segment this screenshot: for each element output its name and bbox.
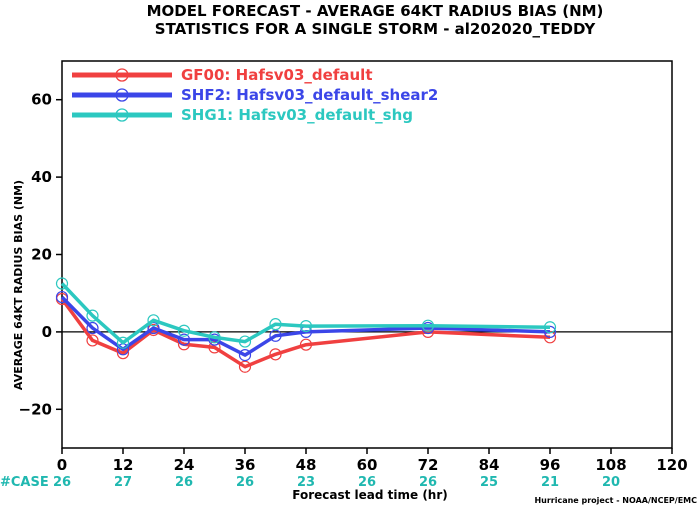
case-count: 20 [602, 475, 620, 490]
case-counts: #CASE 26 27 26 26 23 26 26 25 21 20 [0, 475, 620, 490]
data-point [238, 335, 252, 348]
data-point [86, 321, 99, 335]
case-count: 26 [175, 475, 193, 490]
legend-label: SHF2: Hafsv03_default_shear2 [181, 86, 438, 104]
chart-title: MODEL FORECAST - AVERAGE 64KT RADIUS BIA… [147, 2, 604, 20]
case-count: 26 [236, 475, 254, 490]
x-tick-label: 72 [418, 456, 439, 474]
y-tick-label: 60 [31, 91, 52, 109]
x-axis-label: Forecast lead time (hr) [292, 488, 448, 502]
case-count: 27 [114, 475, 132, 490]
legend: GF00: Hafsv03_default SHF2: Hafsv03_defau… [72, 66, 438, 124]
x-tick-label: 36 [235, 456, 256, 474]
series-line-1 [60, 297, 551, 369]
x-axis-ticks: 0 12 24 36 48 60 72 84 96 108 120 [57, 448, 688, 474]
x-tick-label: 96 [540, 456, 561, 474]
x-tick-label: 0 [57, 456, 67, 474]
y-tick-label: 20 [31, 246, 52, 264]
x-tick-label: 120 [656, 456, 687, 474]
data-point [177, 324, 191, 337]
x-tick-label: 60 [357, 456, 378, 474]
x-tick-label: 48 [296, 456, 317, 474]
case-count: 21 [541, 475, 559, 490]
data-point [543, 321, 557, 334]
case-count: 25 [480, 475, 498, 490]
y-tick-label: 0 [42, 323, 52, 341]
data-point [299, 319, 313, 333]
case-count: 23 [297, 475, 315, 490]
legend-marker [115, 108, 129, 122]
data-point [208, 341, 221, 354]
y-tick-label: −20 [19, 400, 52, 418]
case-count: 26 [53, 475, 71, 490]
data-point [116, 336, 130, 349]
data-point [55, 290, 69, 304]
data-point [86, 334, 99, 347]
x-tick-label: 24 [174, 456, 195, 474]
case-count: 26 [358, 475, 376, 490]
x-tick-label: 108 [595, 456, 626, 474]
data-point [147, 321, 160, 335]
credit-text: Hurricane project - NOAA/NCEP/EMC [534, 496, 697, 505]
x-tick-label: 12 [113, 456, 134, 474]
y-axis-label: AVERAGE 64KT RADIUS BIAS (NM) [12, 180, 25, 390]
series-layer [55, 277, 557, 373]
case-label: #CASE [0, 475, 49, 490]
data-point [421, 319, 435, 332]
legend-marker [115, 68, 129, 82]
data-point [147, 314, 160, 327]
chart-subtitle: STATISTICS FOR A SINGLE STORM - al202020… [155, 20, 597, 38]
legend-label: SHG1: Hafsv03_default_shg [181, 106, 413, 124]
data-point [269, 348, 282, 361]
data-point [208, 331, 221, 344]
y-axis-ticks: −20 0 20 40 60 [19, 91, 62, 418]
data-point [269, 329, 282, 342]
data-point [238, 360, 252, 373]
legend-marker [115, 88, 129, 102]
data-point [269, 318, 282, 331]
series-line-2 [60, 295, 551, 357]
series-line-3 [60, 282, 551, 345]
y-tick-label: 40 [31, 168, 52, 186]
case-count: 26 [419, 475, 437, 490]
data-point [55, 277, 69, 290]
x-tick-label: 84 [479, 456, 500, 474]
data-point [238, 349, 252, 362]
data-point [177, 333, 191, 346]
legend-label: GF00: Hafsv03_default [181, 66, 372, 84]
data-point [299, 338, 313, 351]
data-point [86, 309, 99, 322]
